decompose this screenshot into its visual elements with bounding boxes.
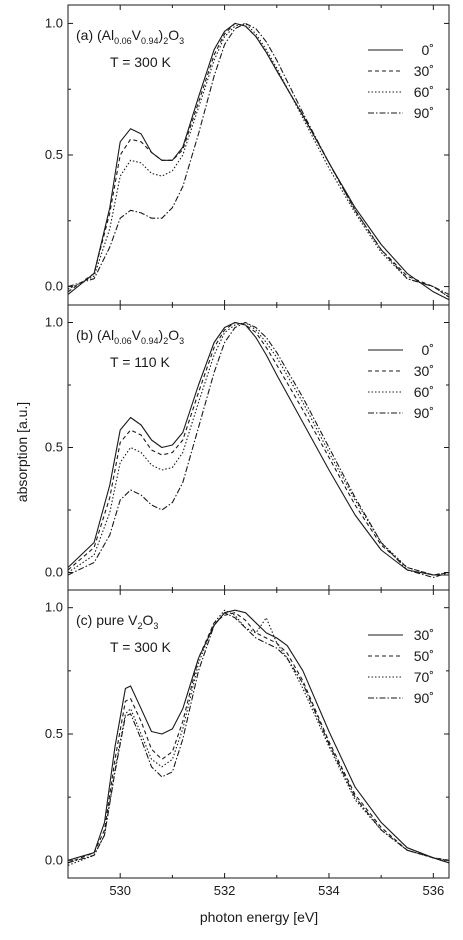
- legend-label: 90˚: [414, 405, 434, 421]
- formula-text: (Al: [97, 327, 114, 343]
- series-line-3: [68, 22, 449, 295]
- formula-text: ): [159, 327, 164, 343]
- y-tick-label: 0.0: [45, 852, 63, 867]
- series-line-0: [68, 22, 449, 301]
- panel-c: 0.0 0.5 1.0 530 532 534 536 (c) pure V2O3 T = 30…: [45, 589, 450, 898]
- sample-annotation: (b) (Al0.06V0.94)2O3: [76, 327, 184, 346]
- series-group: [68, 321, 449, 579]
- series-line-3: [68, 612, 449, 864]
- x-tick-label: 534: [318, 883, 340, 898]
- panel-a: 0.0 0.5 1.0 (a) (Al0.06V0.94)2O3 T = 300 K 0˚…: [45, 4, 450, 306]
- x-tick-label: 530: [109, 883, 131, 898]
- plot-frame: [67, 304, 450, 591]
- legend-label: 50˚: [414, 648, 434, 664]
- subscript: 2: [137, 621, 142, 631]
- series-line-2: [68, 321, 449, 576]
- legend-label: 90˚: [414, 105, 434, 121]
- subscript: 0.06: [114, 336, 132, 346]
- series-group: [68, 22, 449, 301]
- series-line-1: [68, 321, 449, 576]
- legend-label: 90˚: [414, 690, 434, 706]
- formula-text: V: [132, 27, 142, 43]
- subscript: 2: [163, 336, 168, 346]
- y-tick-label: 1.0: [45, 600, 63, 615]
- temperature-label: T = 300 K: [110, 639, 172, 655]
- legend-label: 0˚: [422, 342, 434, 358]
- series-line-1: [68, 22, 449, 298]
- formula-text: pure V: [96, 612, 138, 628]
- subscript: 0.94: [141, 36, 159, 46]
- sample-annotation: (c) pure V2O3: [76, 612, 158, 631]
- legend-label: 60˚: [414, 84, 434, 100]
- panel-label: (a): [76, 27, 97, 43]
- legend-label: 30˚: [414, 63, 434, 79]
- legend-label: 70˚: [414, 669, 434, 685]
- y-tick-label: 1.0: [45, 315, 63, 330]
- y-tick-label: 0.5: [45, 440, 63, 455]
- legend-label: 30˚: [414, 627, 434, 643]
- series-line-1: [68, 612, 449, 864]
- subscript: 2: [163, 36, 168, 46]
- x-tick-label: 536: [422, 883, 444, 898]
- y-tick-label: 0.0: [45, 279, 63, 294]
- formula-text: O: [142, 612, 153, 628]
- legend-label: 0˚: [422, 42, 434, 58]
- subscript: 3: [153, 621, 158, 631]
- y-tick-label: 0.5: [45, 726, 63, 741]
- temperature-label: T = 110 K: [110, 354, 170, 370]
- panel-label: (c): [76, 612, 96, 628]
- panel-b: 0.0 0.5 1.0 (b) (Al0.06V0.94)2O3 T = 110 K 0˚…: [45, 304, 450, 591]
- series-line-2: [68, 609, 449, 866]
- formula-text: O: [168, 327, 179, 343]
- subscript: 0.94: [141, 336, 159, 346]
- legend-label: 30˚: [414, 363, 434, 379]
- temperature-label: T = 300 K: [110, 54, 172, 70]
- series-line-0: [68, 321, 449, 576]
- subscript: 0.06: [114, 36, 132, 46]
- subscript: 3: [179, 36, 184, 46]
- series-group: [68, 609, 449, 866]
- formula-text: ): [159, 27, 164, 43]
- series-line-3: [68, 321, 449, 579]
- y-axis-label: absorption [a.u.]: [14, 402, 30, 502]
- y-tick-label: 1.0: [45, 15, 63, 30]
- sample-annotation: (a) (Al0.06V0.94)2O3: [76, 27, 184, 46]
- series-line-2: [68, 22, 449, 298]
- x-tick-label: 532: [214, 883, 236, 898]
- legend-label: 60˚: [414, 384, 434, 400]
- panel-label: (b): [76, 327, 97, 343]
- y-tick-label: 0.5: [45, 147, 63, 162]
- x-axis-label: photon energy [eV]: [200, 909, 318, 925]
- formula-text: (Al: [97, 27, 114, 43]
- formula-text: O: [168, 27, 179, 43]
- plot-frame: [67, 589, 450, 879]
- y-tick-label: 0.0: [45, 565, 63, 580]
- formula-text: V: [132, 327, 142, 343]
- subscript: 3: [179, 336, 184, 346]
